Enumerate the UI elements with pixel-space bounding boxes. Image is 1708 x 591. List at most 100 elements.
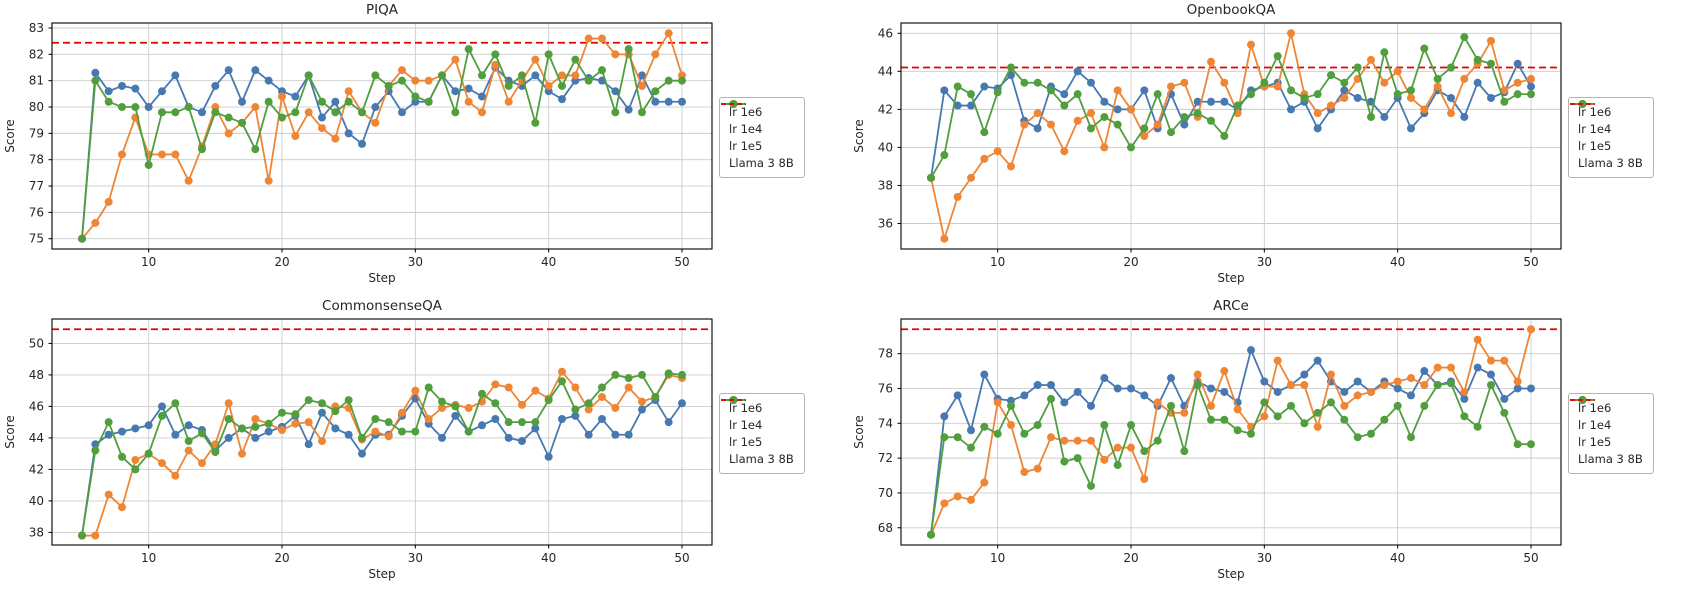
- data-point: [491, 60, 500, 69]
- data-point: [1193, 370, 1202, 379]
- data-point: [1113, 120, 1122, 129]
- data-point: [1193, 380, 1202, 389]
- x-tick-label: 10: [141, 255, 156, 269]
- data-point: [1500, 86, 1509, 95]
- plot-commonsenseqa: 10 20 30 40 50 38 40 42 44 46 48 50 CommonsenseQA Ste…: [3, 298, 713, 581]
- data-point: [171, 430, 180, 439]
- y-tick-label: 82: [29, 47, 44, 61]
- data-point: [478, 71, 486, 80]
- y-tick-label: 70: [878, 486, 893, 500]
- data-point: [967, 443, 975, 452]
- data-point: [1100, 97, 1109, 106]
- data-point: [238, 424, 246, 433]
- data-point: [1113, 443, 1122, 452]
- data-point: [278, 92, 286, 101]
- data-point: [1340, 415, 1349, 424]
- y-tick-label: 76: [878, 381, 893, 395]
- data-point: [371, 103, 380, 112]
- data-point: [1527, 440, 1535, 449]
- data-point: [398, 76, 406, 85]
- data-point: [224, 113, 233, 122]
- data-point: [224, 399, 233, 408]
- legend-item-lr-1e4: lr 1e4: [1570, 100, 1643, 136]
- data-point: [638, 370, 646, 379]
- data-point: [678, 399, 686, 408]
- axes-frame: [900, 318, 1562, 546]
- data-point: [131, 455, 140, 464]
- data-point: [531, 55, 540, 64]
- data-point: [184, 103, 193, 112]
- data-point: [1247, 346, 1255, 355]
- data-point: [598, 34, 606, 43]
- data-point: [464, 427, 473, 436]
- data-point: [491, 380, 500, 389]
- axes-frame: [51, 318, 713, 546]
- data-point: [171, 471, 180, 480]
- data-point: [1047, 394, 1055, 403]
- data-point: [1460, 412, 1469, 421]
- legend-item-lr-1e4: lr 1e4: [721, 396, 794, 432]
- data-point: [1433, 82, 1442, 91]
- data-point: [1487, 370, 1495, 379]
- data-point: [1020, 78, 1029, 87]
- legend-label: lr 1e6: [729, 401, 763, 415]
- data-point: [1060, 457, 1069, 466]
- data-point: [1127, 443, 1135, 452]
- data-point: [558, 81, 566, 90]
- chart-title: CommonsenseQA: [322, 298, 443, 314]
- legend-item-llama-3-8b: Llama 3 8B: [721, 399, 794, 466]
- data-point: [1287, 86, 1295, 95]
- data-point: [953, 82, 962, 91]
- data-point: [411, 427, 420, 436]
- data-point: [624, 374, 633, 383]
- data-point: [171, 71, 180, 80]
- data-point: [1220, 78, 1229, 87]
- data-point: [980, 478, 989, 487]
- data-point: [131, 424, 140, 433]
- x-tick-label: 40: [541, 255, 556, 269]
- data-point: [1527, 74, 1535, 83]
- data-point: [184, 176, 193, 185]
- data-point: [1180, 408, 1189, 417]
- series-line-lr-1e6: [81, 65, 682, 239]
- data-point: [171, 150, 180, 159]
- data-point: [1033, 124, 1042, 133]
- plot-piqa: 10 20 30 40 50 75 76 77 78 79 80 81 82 83 PIQA Step Scor…: [3, 2, 713, 285]
- data-point: [1140, 475, 1149, 484]
- data-point: [1367, 429, 1375, 438]
- data-point: [1407, 391, 1415, 400]
- data-point: [451, 402, 460, 411]
- data-point: [118, 503, 126, 512]
- y-tick-label: 78: [29, 153, 44, 167]
- data-point: [1447, 109, 1455, 118]
- data-point: [531, 418, 540, 427]
- data-point: [638, 397, 646, 406]
- y-tick-label: 78: [878, 347, 893, 361]
- data-point: [1113, 461, 1122, 470]
- data-point: [1073, 436, 1082, 445]
- data-point: [1167, 128, 1175, 137]
- data-point: [1407, 374, 1415, 383]
- data-point: [1060, 101, 1069, 110]
- data-point: [1367, 387, 1375, 396]
- legend-label: Llama 3 8B: [729, 452, 794, 466]
- data-point: [1060, 436, 1069, 445]
- data-point: [344, 97, 353, 106]
- data-point: [304, 71, 313, 80]
- y-tick-label: 40: [29, 494, 44, 508]
- data-point: [504, 433, 513, 442]
- data-point: [1487, 380, 1495, 389]
- data-point: [1380, 48, 1389, 57]
- data-point: [91, 531, 100, 540]
- y-axis-label: Score: [852, 415, 866, 449]
- data-point: [1473, 55, 1482, 64]
- data-point: [491, 399, 500, 408]
- x-tick-label: 50: [1523, 551, 1538, 565]
- legend-item-lr-1e4: lr 1e4: [721, 100, 794, 136]
- data-point: [1073, 116, 1082, 125]
- data-point: [331, 97, 340, 106]
- data-point: [411, 92, 420, 101]
- data-point: [184, 437, 193, 446]
- data-point: [584, 430, 593, 439]
- data-point: [1047, 86, 1055, 95]
